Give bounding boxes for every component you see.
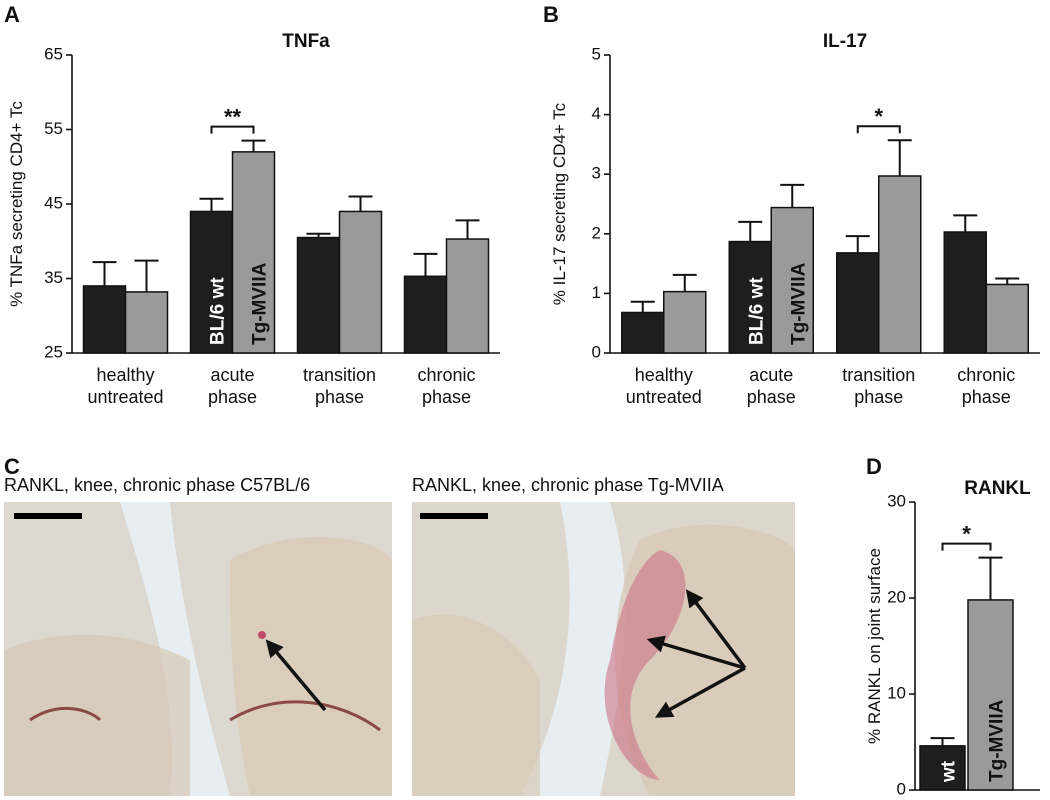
significance-bracket	[210, 125, 255, 134]
significance-label: **	[224, 105, 242, 130]
chart-title: IL-17	[823, 31, 867, 52]
x-tick-label: transition phase	[842, 365, 915, 407]
y-axis-label: % IL-17 secreting CD4+ Tc	[550, 102, 569, 305]
y-tick-label: 2	[592, 223, 601, 242]
in-bar-label: BL/6 wt	[208, 277, 229, 345]
x-tick-label: acute phase	[208, 365, 257, 407]
in-bar-label: Tg-MVIIA	[250, 262, 271, 345]
y-tick-label: 30	[887, 491, 906, 510]
bar	[189, 210, 234, 354]
panel-label: C	[4, 454, 20, 479]
x-tick-label: healthy untreated	[87, 365, 163, 407]
bar	[985, 283, 1029, 354]
bar	[836, 252, 880, 354]
x-tick-label: transition phase	[303, 365, 376, 407]
significance-bracket	[856, 125, 901, 134]
bar	[967, 599, 1014, 791]
x-tick-label: acute phase	[747, 365, 796, 407]
image-caption: RANKL, knee, chronic phase C57BL/6	[4, 475, 310, 495]
y-tick-label: 45	[44, 193, 63, 212]
in-bar-label: wt	[939, 760, 960, 783]
chart-title: RANKL	[964, 478, 1031, 499]
significance-label: *	[874, 104, 883, 129]
panel-label: A	[4, 2, 20, 27]
bar	[663, 290, 707, 354]
x-tick-label: chronic phase	[957, 365, 1015, 407]
y-axis-label: % TNFa secreting CD4+ Tc	[7, 101, 26, 307]
panel-label: D	[866, 454, 882, 479]
y-tick-label: 5	[592, 44, 601, 63]
bar	[445, 238, 490, 354]
y-tick-label: 3	[592, 164, 601, 183]
bar	[82, 285, 127, 354]
image-caption: RANKL, knee, chronic phase Tg-MVIIA	[412, 475, 724, 495]
y-tick-label: 65	[44, 44, 63, 63]
in-bar-label: Tg-MVIIA	[987, 699, 1008, 782]
y-tick-label: 0	[897, 779, 906, 798]
y-tick-label: 55	[44, 119, 63, 138]
panel-label: B	[543, 2, 559, 27]
bar	[403, 275, 448, 354]
y-tick-label: 20	[887, 587, 906, 606]
bar	[943, 231, 987, 354]
significance-bracket	[941, 542, 992, 551]
micrograph	[412, 502, 795, 796]
x-tick-label: healthy untreated	[626, 365, 702, 407]
x-tick-label: chronic phase	[417, 365, 475, 407]
y-tick-label: 25	[44, 342, 63, 361]
bar	[296, 236, 341, 354]
y-tick-label: 0	[592, 342, 601, 361]
y-tick-label: 4	[592, 104, 601, 123]
significance-label: *	[962, 522, 971, 547]
bar	[621, 311, 665, 354]
bar	[878, 175, 922, 354]
in-bar-label: Tg-MVIIA	[788, 262, 809, 345]
bar	[770, 206, 814, 354]
in-bar-label: BL/6 wt	[746, 277, 767, 345]
micrograph	[4, 502, 392, 796]
y-tick-label: 10	[887, 683, 906, 702]
bar	[124, 291, 169, 354]
y-axis-label: % RANKL on joint surface	[865, 548, 884, 744]
y-tick-label: 1	[592, 283, 601, 302]
bar	[338, 210, 383, 354]
bar	[231, 151, 276, 354]
bar	[919, 745, 966, 791]
chart-title: TNFa	[282, 31, 330, 52]
y-tick-label: 35	[44, 268, 63, 287]
